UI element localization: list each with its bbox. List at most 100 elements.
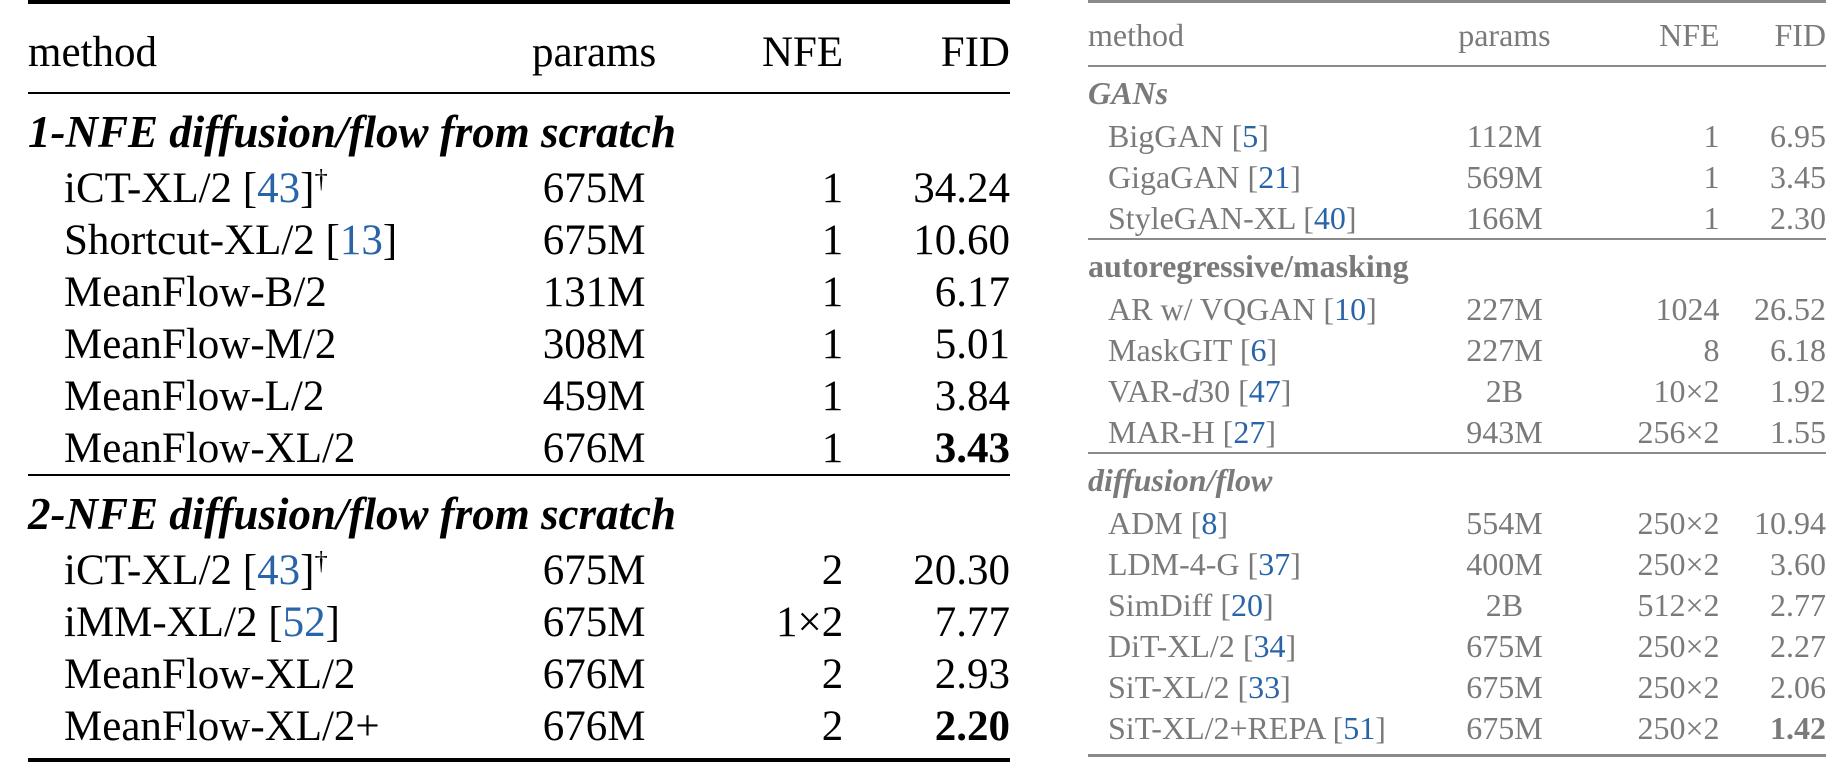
fid-cell: 6.95 — [1720, 115, 1826, 156]
params-cell: 308M — [542, 320, 646, 368]
nfe-cell: 8 — [1703, 331, 1720, 368]
params-cell: 676M — [521, 700, 668, 762]
method-name: MeanFlow-M/2 — [64, 320, 337, 368]
params-cell: 459M — [542, 372, 646, 420]
params-cell: 400M — [1466, 545, 1543, 582]
nfe-cell: 250×2 — [1637, 545, 1720, 582]
top-rule — [28, 0, 1010, 8]
citation-link[interactable]: 13 — [339, 216, 383, 264]
citation-link[interactable]: 21 — [1258, 158, 1291, 195]
citation-link[interactable]: 43 — [257, 164, 301, 212]
table-row: MeanFlow-B/2 131M 1 6.17 — [28, 266, 1010, 318]
fid-value: 3.60 — [1770, 545, 1826, 582]
method-name: BigGAN [ — [1108, 117, 1243, 154]
fid-value: 20.30 — [913, 546, 1010, 594]
params-cell: 227M — [1466, 331, 1543, 368]
citation-link[interactable]: 33 — [1248, 668, 1281, 705]
citation-link[interactable]: 47 — [1248, 372, 1281, 409]
method-cell: SiT-XL/2+REPA [51] — [1088, 707, 1436, 757]
params-cell: 2B — [1485, 586, 1524, 623]
params-cell: 675M — [1435, 707, 1574, 757]
table-row: iCT-XL/2 [43]† 675M 1 34.24 — [28, 162, 1010, 214]
params-cell: 675M — [542, 216, 646, 264]
table-row: MeanFlow-XL/2+ 676M 2 2.20 — [28, 700, 1010, 762]
citation-link[interactable]: 5 — [1242, 117, 1259, 154]
params-cell: 112M — [1466, 117, 1543, 154]
params-cell: 676M — [542, 424, 646, 472]
fid-value: 3.84 — [934, 372, 1010, 420]
method-name: MeanFlow-L/2 — [64, 372, 325, 420]
citation-link[interactable]: 20 — [1230, 586, 1263, 623]
table-row: MeanFlow-XL/2 676M 2 2.93 — [28, 648, 1010, 700]
fid-cell: 1.42 — [1719, 707, 1826, 757]
fid-value: 1.55 — [1770, 413, 1826, 450]
method-name: DiT-XL/2 [ — [1108, 627, 1254, 664]
method-name: MAR-H [ — [1108, 413, 1234, 450]
fid-value: 1.92 — [1770, 372, 1826, 409]
section-title: diffusion/flow — [1088, 452, 1826, 502]
method-cell: BigGAN [5] — [1088, 115, 1435, 156]
fid-cell: 2.06 — [1720, 666, 1826, 707]
fid-value: 6.17 — [934, 268, 1010, 316]
method-name: iMM-XL/2 [ — [64, 598, 283, 646]
citation-link[interactable]: 43 — [257, 546, 301, 594]
method-name: AR w/ VQGAN [ — [1108, 290, 1335, 327]
left-results-table: method params NFE FID 1-NFE diffusion/flow f… — [28, 0, 1010, 762]
citation-link[interactable]: 10 — [1334, 290, 1367, 327]
citation-close: ] — [1375, 709, 1386, 746]
fid-value: 2.93 — [934, 650, 1010, 698]
nfe-cell: 1 — [821, 424, 844, 472]
method-name: SimDiff [ — [1108, 586, 1231, 623]
header-params: params — [532, 28, 657, 76]
method-cell: SimDiff [20] — [1088, 584, 1435, 625]
params-cell: 675M — [542, 598, 646, 646]
params-cell: 675M — [1466, 627, 1543, 664]
method-prefix: VAR- — [1108, 372, 1183, 409]
section-title: 1-NFE diffusion/flow from scratch — [28, 92, 1010, 162]
header-method: method — [28, 28, 157, 76]
method-cell: GigaGAN [21] — [1088, 156, 1435, 197]
fid-value: 10.94 — [1754, 504, 1826, 541]
header-row: method params NFE FID — [28, 8, 1010, 93]
section-row: diffusion/flow — [1088, 452, 1826, 502]
citation-link[interactable]: 40 — [1313, 199, 1346, 236]
fid-cell: 3.45 — [1720, 156, 1826, 197]
nfe-cell: 1024 — [1655, 290, 1720, 327]
citation-link[interactable]: 27 — [1233, 413, 1266, 450]
citation-close: ] — [300, 546, 315, 594]
params-cell: 554M — [1466, 504, 1543, 541]
method-cell: VAR-d30 [47] — [1088, 370, 1435, 411]
table-row: MeanFlow-XL/2 676M 1 3.43 — [28, 422, 1010, 475]
nfe-cell: 1 — [821, 164, 844, 212]
method-name: GigaGAN [ — [1108, 158, 1259, 195]
method-name: ADM [ — [1108, 504, 1202, 541]
citation-link[interactable]: 6 — [1250, 331, 1267, 368]
fid-best-value: 2.20 — [934, 702, 1010, 750]
method-cell: LDM-4-G [37] — [1088, 543, 1435, 584]
params-cell: 2B — [1485, 372, 1524, 409]
citation-link[interactable]: 52 — [282, 598, 326, 646]
params-cell: 166M — [1466, 199, 1543, 236]
header-fid: FID — [1774, 17, 1826, 53]
method-cell: MeanFlow-XL/2+ — [28, 700, 522, 762]
method-cell: iCT-XL/2 [43]† — [28, 162, 521, 214]
nfe-cell: 2 — [821, 546, 844, 594]
method-name: MeanFlow-B/2 — [64, 268, 327, 316]
method-name: SiT-XL/2 [ — [1108, 668, 1249, 705]
citation-close: ] — [1345, 199, 1357, 236]
table-row: MeanFlow-L/2 459M 1 3.84 — [28, 370, 1010, 422]
params-cell: 131M — [542, 268, 646, 316]
method-cell: Shortcut-XL/2 [13] — [28, 214, 521, 266]
table-row: Shortcut-XL/2 [13] 675M 1 10.60 — [28, 214, 1010, 266]
citation-link[interactable]: 34 — [1253, 627, 1286, 664]
table-row: BigGAN [5] 112M 1 6.95 — [1088, 115, 1826, 156]
method-cell: iCT-XL/2 [43]† — [28, 544, 521, 596]
citation-link[interactable]: 8 — [1201, 504, 1218, 541]
fid-value: 10.60 — [913, 216, 1010, 264]
table-row: VAR-d30 [47] 2B 10×2 1.92 — [1088, 370, 1826, 411]
method-name: Shortcut-XL/2 [ — [64, 216, 340, 264]
method-cell: MaskGIT [6] — [1088, 329, 1435, 370]
citation-link[interactable]: 37 — [1258, 545, 1291, 582]
nfe-cell: 1 — [821, 320, 844, 368]
citation-link[interactable]: 51 — [1343, 709, 1376, 746]
